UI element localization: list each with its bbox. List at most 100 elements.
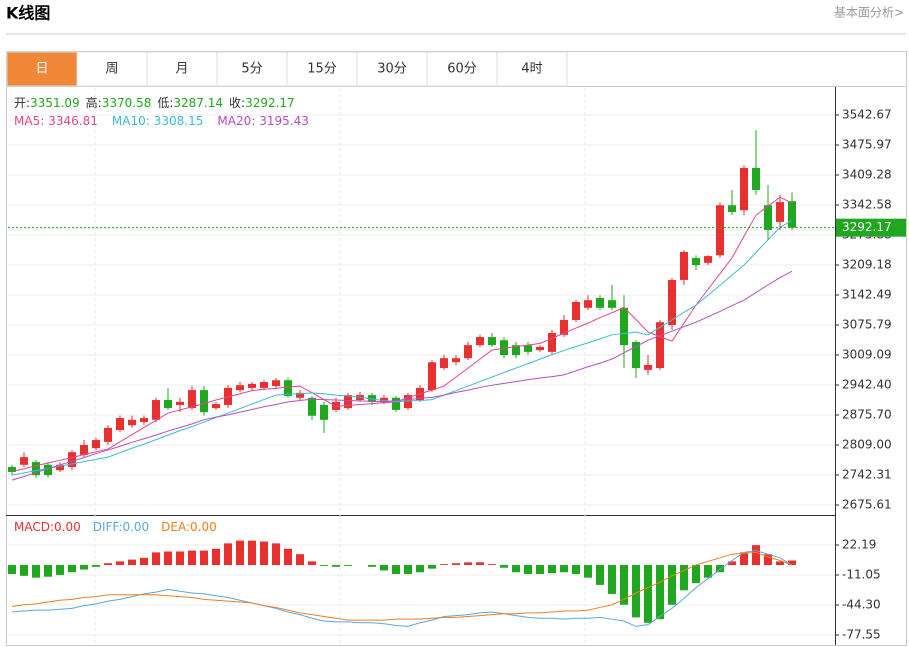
macd-bar [392, 565, 400, 575]
candle-body [380, 397, 388, 402]
macd-bar [260, 541, 268, 566]
candle-body [104, 427, 112, 442]
legend-name: MA10: [112, 114, 150, 128]
macd-bar [116, 561, 124, 566]
candle-body [92, 440, 100, 449]
tab-label[interactable]: 4时 [521, 62, 542, 77]
candle-body [548, 333, 556, 352]
candle-body [752, 167, 760, 190]
candle-body [668, 279, 676, 325]
macd-bar [740, 552, 748, 566]
macd-bar [500, 565, 508, 568]
macd-bar [296, 554, 304, 566]
macd-bar [92, 565, 100, 567]
candle-body [8, 467, 16, 472]
macd-bar [704, 565, 712, 578]
candle-body [308, 397, 316, 416]
candle-body [44, 464, 52, 476]
macd-bar [20, 565, 28, 576]
candle-body [512, 345, 520, 356]
macd-bar [224, 543, 232, 566]
macd-bar [572, 565, 580, 575]
ohlc-value: 3292.17 [245, 96, 295, 110]
tab-label[interactable]: 月 [175, 62, 188, 77]
macd-bar [308, 561, 316, 566]
y-tick-label: 3009.09 [842, 348, 892, 362]
macd-bar [140, 557, 148, 566]
fundamental-link[interactable]: 基本面分析> [834, 6, 904, 20]
candle-body [20, 457, 28, 465]
macd-bar [200, 550, 208, 566]
candle-body [524, 345, 532, 352]
macd-bar [608, 565, 616, 594]
ohlc-label: 高: [86, 95, 102, 110]
macd-bar [764, 554, 772, 566]
macd-bar [464, 562, 472, 566]
tab[interactable] [76, 51, 148, 87]
candle-body [368, 395, 376, 402]
tab-label[interactable]: 30分 [377, 62, 407, 77]
macd-bar [272, 543, 280, 566]
candle-body [488, 337, 496, 346]
candle-body [152, 400, 160, 420]
y-tick-label: 3342.58 [842, 198, 892, 212]
series-line [11, 220, 793, 476]
macd-bar [152, 552, 160, 566]
macd-bar [176, 551, 184, 566]
candle-body [608, 300, 616, 308]
macd-bar [560, 565, 568, 573]
tab[interactable] [6, 51, 78, 87]
macd-bar [584, 565, 592, 578]
macd-bar [44, 565, 52, 577]
macd-bar [128, 559, 136, 566]
tab[interactable] [146, 51, 218, 87]
macd-bar [320, 565, 328, 566]
y-tick-label: 2809.00 [842, 438, 892, 452]
candle-body [164, 400, 172, 409]
candle-body [776, 202, 784, 222]
macd-bar [332, 565, 340, 567]
candle-body [440, 358, 448, 369]
y-tick-label: 3475.97 [842, 138, 892, 152]
candle-body [116, 418, 124, 431]
candle-body [188, 390, 196, 409]
candle-body [764, 205, 772, 231]
tab-label[interactable]: 5分 [241, 62, 262, 77]
macd-bar [164, 551, 172, 566]
tab-label[interactable]: 15分 [307, 62, 337, 77]
tab[interactable] [496, 51, 568, 87]
candle-body [632, 342, 640, 369]
candle-body [740, 167, 748, 211]
candle-body [680, 252, 688, 280]
legend-value: 0.00 [190, 520, 217, 534]
y-tick-label: 3075.79 [842, 318, 892, 332]
macd-bar [80, 565, 88, 570]
candle-body [404, 395, 412, 409]
y-tick-label: 3409.28 [842, 168, 892, 182]
ohlc-value: 3351.09 [30, 96, 80, 110]
tab[interactable] [286, 51, 358, 87]
macd-bar [536, 565, 544, 575]
ohlc-value: 3287.14 [173, 96, 223, 110]
candle-body [140, 418, 148, 423]
candle-body [452, 358, 460, 363]
macd-bar [236, 540, 244, 566]
ohlc-label: 开: [14, 96, 30, 110]
tab-label[interactable]: 60分 [447, 62, 477, 77]
candle-body [584, 300, 592, 308]
legend-value: 0.00 [54, 520, 81, 534]
tab-label[interactable]: 周 [105, 62, 118, 77]
macd-bar [716, 565, 724, 573]
candle-body [56, 464, 64, 471]
candle-body [536, 346, 544, 351]
tab-label[interactable]: 日 [35, 62, 48, 77]
legend-value: 0.00 [122, 520, 149, 534]
macd-bar [512, 565, 520, 573]
candle-body [32, 462, 40, 476]
legend-value: 3346.81 [48, 114, 98, 128]
candle-body [428, 362, 436, 391]
y-tick-label: -77.55 [842, 628, 881, 642]
candle-body [704, 256, 712, 263]
